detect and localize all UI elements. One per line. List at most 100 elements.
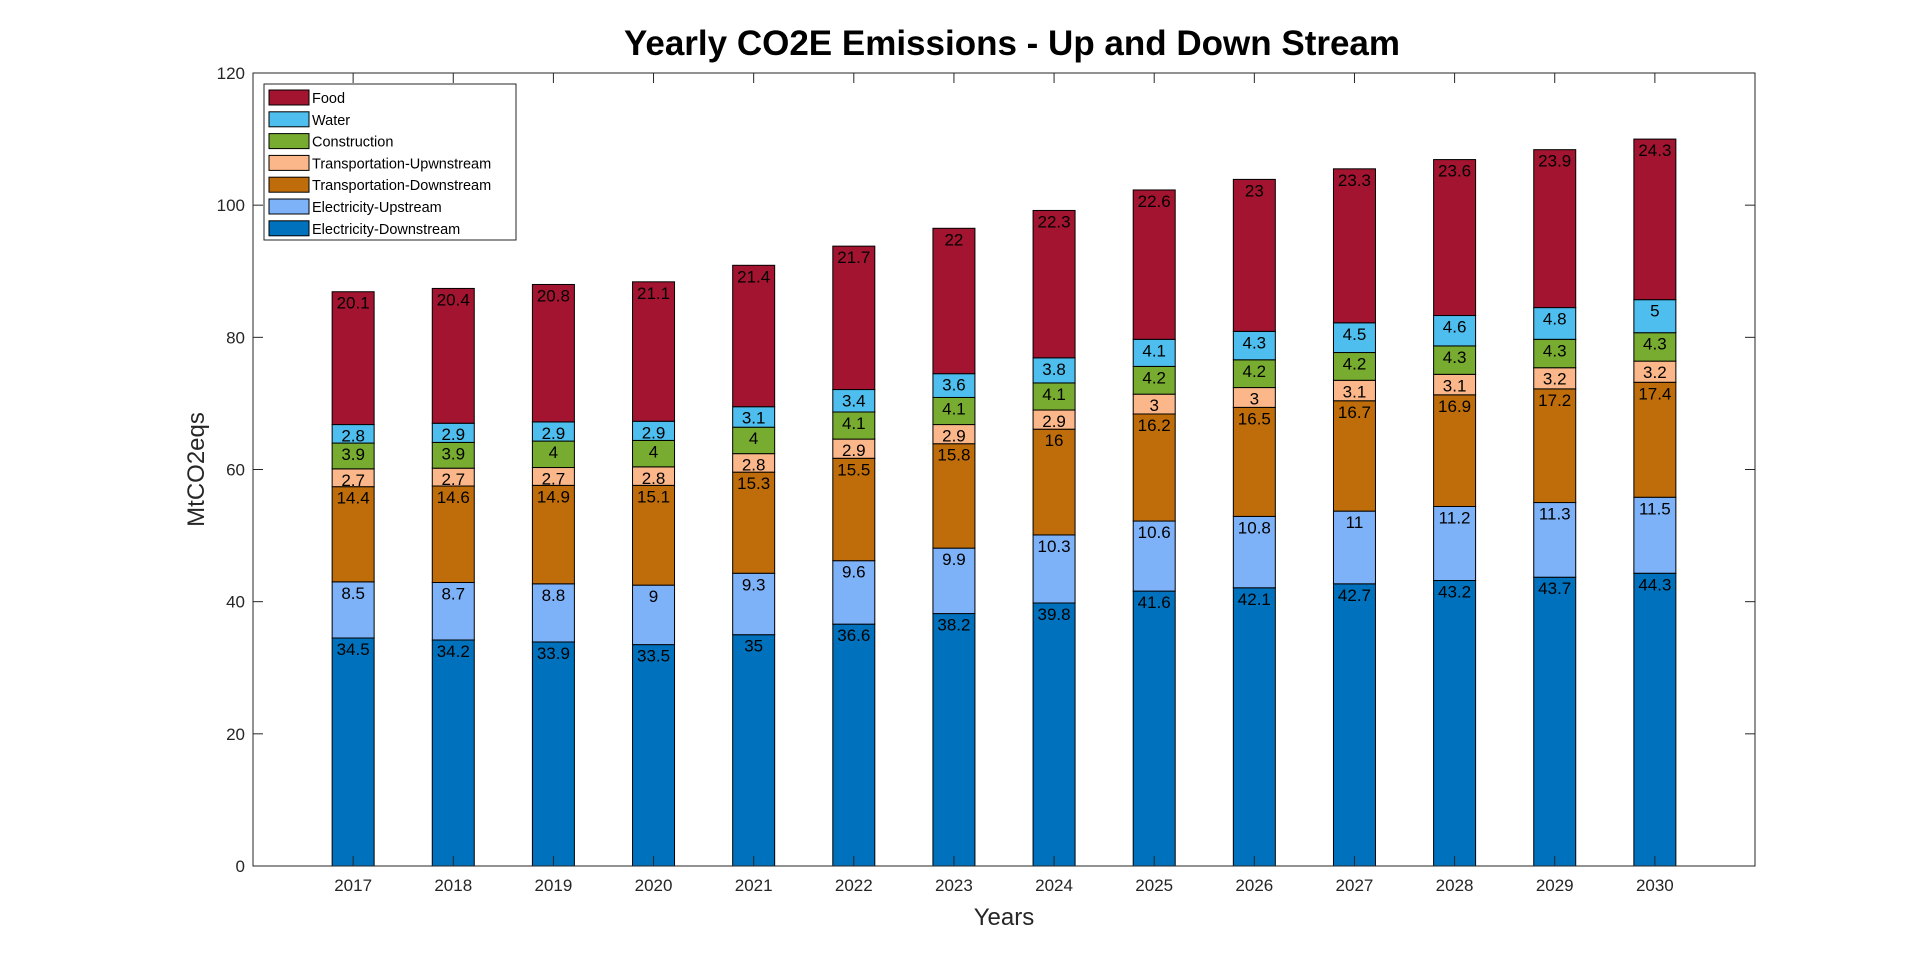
- data-label-construction-2023: 4.1: [942, 399, 966, 418]
- data-label-construction-2025: 4.2: [1142, 368, 1166, 387]
- data-label-electricity-downstream-2020: 33.5: [637, 647, 670, 666]
- data-label-transportation-upwnstream-2022: 2.9: [842, 441, 866, 460]
- data-label-food-2029: 23.9: [1538, 152, 1571, 171]
- data-label-electricity-downstream-2021: 35: [744, 637, 763, 656]
- data-label-construction-2018: 3.9: [441, 444, 465, 463]
- bar-segment-water-2030: [1633, 299, 1677, 334]
- bar-segment-transportation-downstream-2027: [1332, 400, 1376, 512]
- data-label-transportation-upwnstream-2019: 2.7: [542, 470, 566, 489]
- x-tick-label-2017: 2017: [334, 876, 372, 895]
- data-label-transportation-downstream-2027: 16.7: [1338, 403, 1371, 422]
- bars-group: [331, 138, 1677, 867]
- x-tick-label-2026: 2026: [1235, 876, 1273, 895]
- data-label-transportation-upwnstream-2023: 2.9: [942, 427, 966, 446]
- data-label-electricity-upstream-2018: 8.7: [441, 585, 465, 604]
- data-label-electricity-downstream-2029: 43.7: [1538, 579, 1571, 598]
- bar-segment-electricity-upstream-2023: [932, 547, 976, 615]
- bar-segment-electricity-upstream-2020: [632, 584, 676, 646]
- bar-segment-transportation-downstream-2030: [1633, 381, 1677, 498]
- data-label-construction-2024: 4.1: [1042, 385, 1066, 404]
- data-label-electricity-upstream-2022: 9.6: [842, 563, 866, 582]
- y-tick-label: 60: [226, 461, 245, 480]
- data-label-electricity-downstream-2028: 43.2: [1438, 583, 1471, 602]
- data-label-construction-2021: 4: [749, 429, 758, 448]
- bar-segment-transportation-downstream-2021: [732, 471, 776, 574]
- bar-segment-food-2022: [832, 245, 876, 391]
- segment-labels-group: 34.58.514.42.73.92.820.134.28.714.62.73.…: [337, 141, 1672, 666]
- bar-segment-electricity-upstream-2018: [431, 582, 475, 641]
- data-label-food-2022: 21.7: [837, 248, 870, 267]
- bar-segment-electricity-downstream-2030: [1633, 572, 1677, 867]
- bar-segment-electricity-upstream-2027: [1332, 510, 1376, 585]
- bar-segment-electricity-downstream-2020: [632, 644, 676, 867]
- data-label-electricity-upstream-2026: 10.8: [1238, 518, 1271, 537]
- bar-segment-construction-2019: [531, 440, 575, 469]
- data-label-electricity-downstream-2017: 34.5: [337, 640, 370, 659]
- data-label-construction-2027: 4.2: [1343, 355, 1367, 374]
- bar-segment-electricity-upstream-2026: [1232, 515, 1276, 589]
- data-label-electricity-downstream-2024: 39.8: [1038, 605, 1071, 624]
- data-label-water-2021: 3.1: [742, 409, 766, 428]
- data-label-water-2027: 4.5: [1343, 325, 1367, 344]
- bar-segment-electricity-downstream-2022: [832, 623, 876, 867]
- y-axis-title: MtCO2eqs: [183, 412, 210, 527]
- data-label-transportation-downstream-2024: 16: [1045, 431, 1064, 450]
- x-tick-label-2024: 2024: [1035, 876, 1073, 895]
- legend-swatch-construction: [268, 133, 310, 150]
- data-label-transportation-downstream-2022: 15.5: [837, 460, 870, 479]
- bar-segment-construction-2023: [932, 396, 976, 426]
- data-label-water-2023: 3.6: [942, 376, 966, 395]
- data-label-food-2019: 20.8: [537, 286, 570, 305]
- x-tick-label-2018: 2018: [434, 876, 472, 895]
- data-label-electricity-upstream-2027: 11: [1346, 513, 1364, 532]
- data-label-water-2018: 2.9: [441, 425, 465, 444]
- y-tick-label: 80: [226, 328, 245, 347]
- data-label-electricity-upstream-2020: 9: [649, 587, 658, 606]
- bar-segment-food-2026: [1232, 178, 1276, 332]
- data-label-food-2025: 22.6: [1138, 192, 1171, 211]
- data-label-electricity-upstream-2025: 10.6: [1138, 523, 1171, 542]
- data-label-transportation-downstream-2023: 15.8: [937, 446, 970, 465]
- data-label-food-2023: 22: [944, 230, 963, 249]
- bar-segment-electricity-upstream-2017: [331, 581, 375, 639]
- bar-segment-transportation-downstream-2020: [632, 484, 676, 586]
- bar-segment-water-2029: [1533, 307, 1577, 340]
- bar-segment-food-2027: [1332, 168, 1376, 324]
- data-label-electricity-downstream-2027: 42.7: [1338, 586, 1371, 605]
- data-label-electricity-downstream-2025: 41.6: [1138, 593, 1171, 612]
- data-label-food-2018: 20.4: [437, 290, 470, 309]
- bar-segment-electricity-upstream-2021: [732, 572, 776, 636]
- data-label-transportation-upwnstream-2030: 3.2: [1643, 363, 1667, 382]
- data-label-construction-2017: 3.9: [341, 445, 365, 464]
- data-label-water-2029: 4.8: [1543, 310, 1567, 329]
- data-label-water-2030: 5: [1650, 302, 1659, 321]
- data-label-transportation-upwnstream-2029: 3.2: [1543, 370, 1567, 389]
- data-label-water-2026: 4.3: [1243, 333, 1267, 352]
- legend-label-water: Water: [312, 113, 350, 129]
- legend: Food Water Construction Transportation-Upwn…: [263, 83, 517, 241]
- data-label-construction-2026: 4.2: [1243, 362, 1267, 381]
- bar-segment-transportation-downstream-2028: [1433, 394, 1477, 508]
- bar-segment-electricity-downstream-2019: [531, 641, 575, 867]
- data-label-electricity-downstream-2030: 44.3: [1638, 575, 1671, 594]
- data-label-electricity-downstream-2026: 42.1: [1238, 590, 1271, 609]
- data-label-electricity-upstream-2028: 11.2: [1439, 509, 1471, 528]
- data-label-transportation-downstream-2028: 16.9: [1438, 397, 1471, 416]
- chart-title: Yearly CO2E Emissions - Up and Down Stre…: [624, 24, 1400, 63]
- legend-swatch-electricity-downstream: [268, 220, 310, 237]
- legend-label-food: Food: [312, 91, 345, 107]
- data-label-construction-2030: 4.3: [1643, 335, 1667, 354]
- data-label-transportation-downstream-2030: 17.4: [1638, 384, 1671, 403]
- data-label-transportation-upwnstream-2027: 3.1: [1343, 382, 1367, 401]
- bar-segment-electricity-downstream-2021: [732, 634, 776, 867]
- bar-segment-electricity-upstream-2029: [1533, 502, 1577, 578]
- bar-segment-water-2026: [1232, 330, 1276, 361]
- legend-swatch-transportation-upwnstream: [268, 154, 310, 171]
- bar-segment-transportation-downstream-2022: [832, 457, 876, 562]
- data-label-electricity-upstream-2017: 8.5: [341, 584, 365, 603]
- bar-segment-construction-2025: [1132, 365, 1176, 395]
- data-label-construction-2022: 4.1: [842, 414, 866, 433]
- data-label-transportation-downstream-2017: 14.4: [337, 489, 370, 508]
- legend-label-electricity-upstream: Electricity-Upstream: [312, 200, 442, 216]
